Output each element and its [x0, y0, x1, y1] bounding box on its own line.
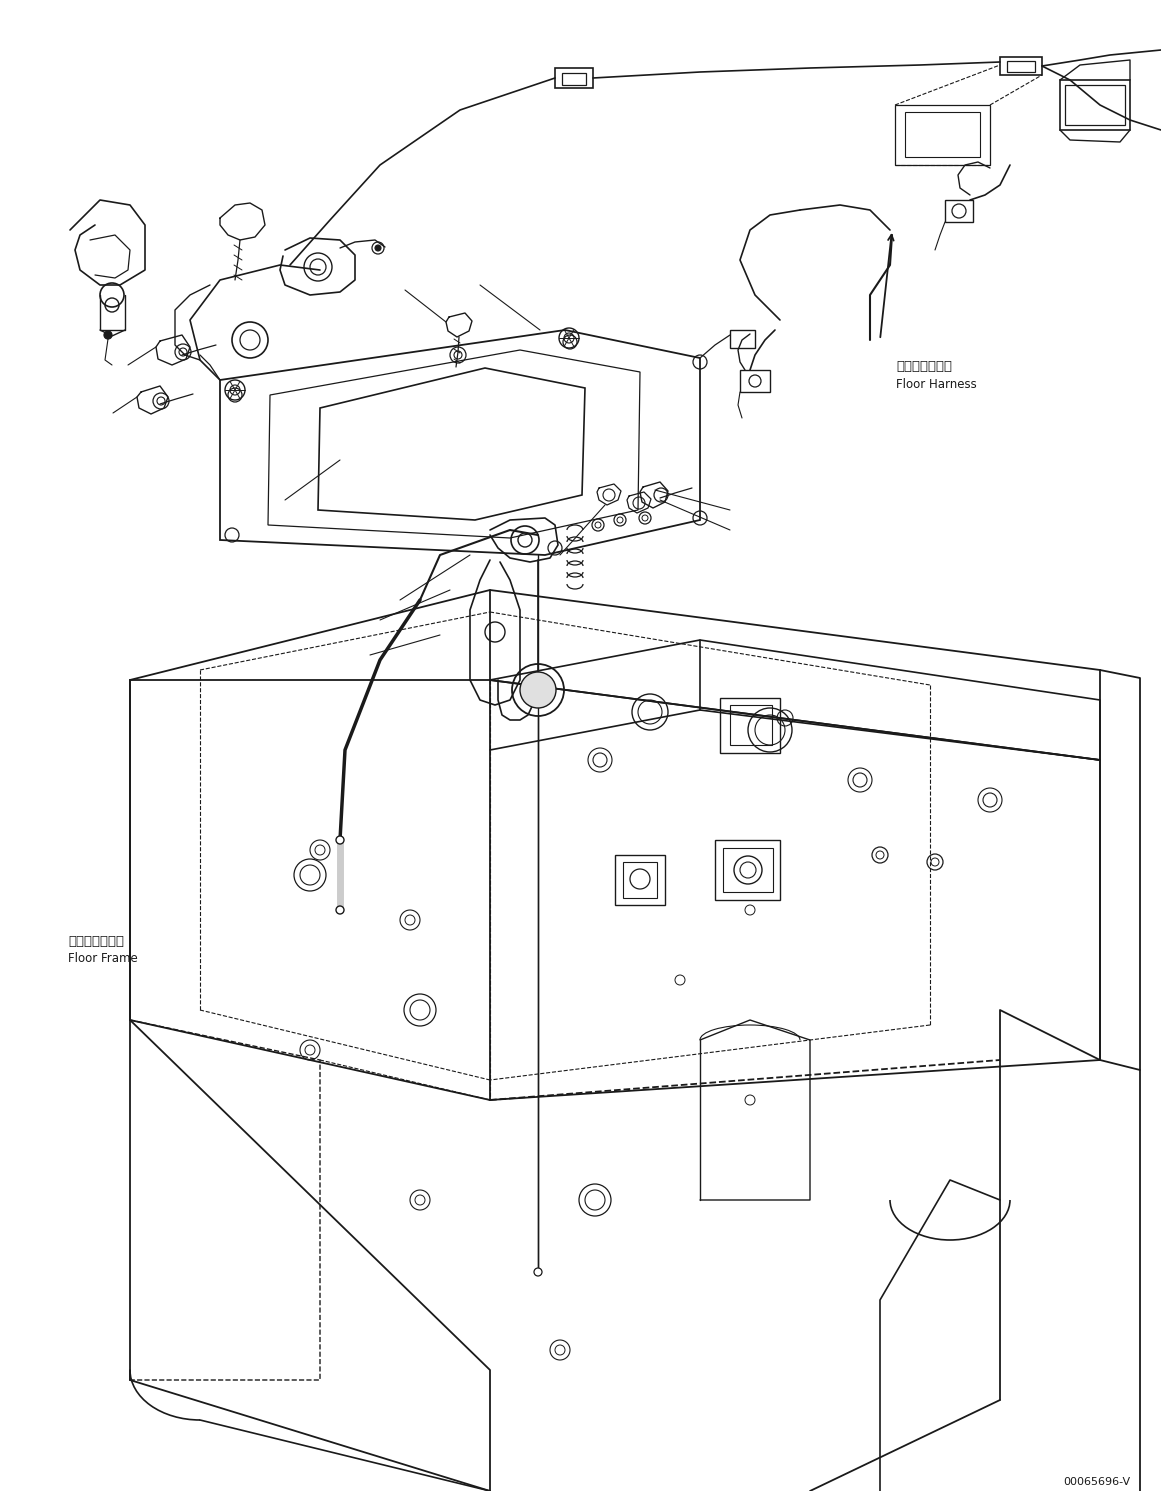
Bar: [555, 69, 593, 88]
Circle shape: [336, 836, 344, 844]
Bar: [730, 330, 755, 347]
Bar: [615, 854, 665, 905]
Bar: [730, 705, 772, 746]
Text: フロアハーネス: フロアハーネス: [896, 359, 952, 373]
Circle shape: [534, 1267, 542, 1276]
Circle shape: [520, 672, 556, 708]
Bar: [723, 848, 773, 892]
Text: 00065696-V: 00065696-V: [1062, 1478, 1130, 1487]
Text: Floor Harness: Floor Harness: [896, 379, 976, 391]
Bar: [1007, 61, 1034, 72]
Bar: [1060, 81, 1130, 130]
Bar: [895, 104, 990, 166]
Bar: [623, 862, 657, 898]
Text: フロアフレーム: フロアフレーム: [68, 935, 124, 948]
Bar: [1000, 57, 1043, 75]
Bar: [720, 698, 780, 753]
Bar: [562, 73, 586, 85]
Circle shape: [104, 331, 111, 338]
Bar: [1065, 85, 1125, 125]
Circle shape: [336, 907, 344, 914]
Bar: [906, 112, 980, 157]
Bar: [740, 370, 770, 392]
Bar: [945, 200, 973, 222]
Bar: [715, 839, 780, 901]
Circle shape: [375, 245, 381, 250]
Text: Floor Frame: Floor Frame: [68, 951, 138, 965]
